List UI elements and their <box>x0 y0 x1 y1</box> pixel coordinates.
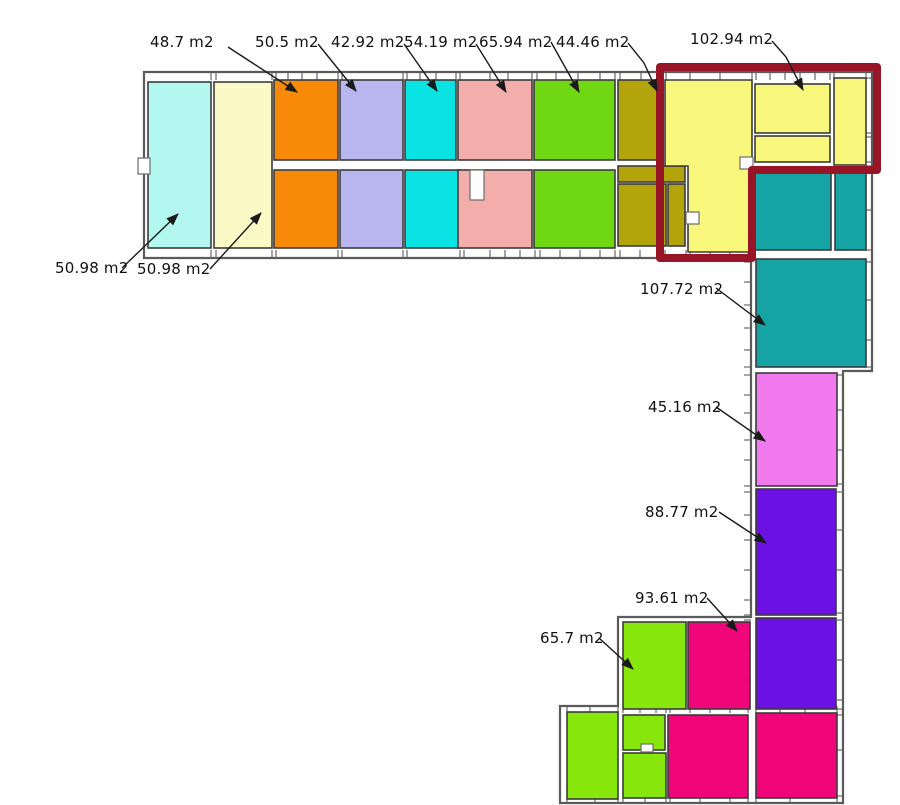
door-notch <box>137 157 151 175</box>
room-teal-corner-1[interactable] <box>754 169 832 251</box>
area-label-65-94: 65.94 m2 <box>479 33 553 51</box>
area-label-88-77: 88.77 m2 <box>645 503 719 521</box>
room-bottom-crimson-right[interactable] <box>755 712 838 799</box>
area-label-45-16: 45.16 m2 <box>648 398 722 416</box>
room-green-top[interactable]: 65.94 m2 <box>533 79 616 161</box>
room-cyan-bottom[interactable] <box>404 169 461 249</box>
area-label-50-98-b: 50.98 m2 <box>137 260 211 278</box>
highlight-selection-box[interactable] <box>656 63 881 262</box>
room-bottom-green-small-bottom[interactable] <box>622 752 667 799</box>
room-cyan-top[interactable]: 42.92 m2 <box>404 79 457 161</box>
room-teal-big[interactable]: 107.72 m2 <box>755 258 867 368</box>
room-purple-upper[interactable]: 88.77 m2 <box>755 488 837 616</box>
room-olive-top[interactable]: 44.46 m2 <box>617 79 664 161</box>
room-yellow-far-right[interactable] <box>833 77 867 166</box>
room-olive-lower-right[interactable] <box>667 183 686 247</box>
room-magenta[interactable]: 45.16 m2 <box>755 372 838 487</box>
area-label-93-61: 93.61 m2 <box>635 589 709 607</box>
room-green-65[interactable]: 65.7 m2 <box>622 621 687 710</box>
room-orange-top[interactable]: 48.7 m2 <box>273 79 339 161</box>
room-yellow-right-mid[interactable] <box>754 135 831 163</box>
area-label-42-92: 42.92 m2 <box>331 33 405 51</box>
room-paleyellow[interactable]: 50.98 m2 <box>213 81 273 249</box>
room-bottom-green-left[interactable] <box>566 711 619 800</box>
room-pink-top[interactable]: 54.19 m2 <box>457 79 533 161</box>
room-purple-lower[interactable] <box>755 617 837 710</box>
room-lavender-top[interactable]: 50.5 m2 <box>339 79 404 161</box>
room-green-bottom[interactable] <box>533 169 616 249</box>
door-notch <box>739 156 754 170</box>
room-lavender-bottom[interactable] <box>339 169 404 249</box>
area-label-65-7: 65.7 m2 <box>540 629 604 647</box>
door-notch <box>685 211 700 225</box>
area-label-54-19: 54.19 m2 <box>404 33 478 51</box>
area-label-44-46: 44.46 m2 <box>556 33 630 51</box>
room-teal-corner-2[interactable] <box>834 169 867 251</box>
area-label-50-5: 50.5 m2 <box>255 33 319 51</box>
room-crimson-93[interactable]: 93.61 m2 <box>687 621 751 710</box>
room-bottom-crimson-mid[interactable] <box>667 714 749 799</box>
door-notch <box>640 743 654 753</box>
area-label-50-98-a: 50.98 m2 <box>55 259 129 277</box>
area-label-102-94: 102.94 m2 <box>690 30 774 48</box>
room-yellow-main[interactable]: 102.94 m2 <box>664 79 753 253</box>
room-orange-bottom[interactable] <box>273 169 339 249</box>
room-olive-strip[interactable] <box>617 165 686 183</box>
room-paleturquoise[interactable]: 50.98 m2 <box>147 81 212 249</box>
room-yellow-right-top[interactable] <box>754 83 831 134</box>
area-label-48-7: 48.7 m2 <box>150 33 214 51</box>
area-label-107-72: 107.72 m2 <box>640 280 724 298</box>
door-notch <box>469 169 485 201</box>
label-leader-lines <box>121 40 804 670</box>
room-pink-bottom[interactable] <box>457 169 533 249</box>
